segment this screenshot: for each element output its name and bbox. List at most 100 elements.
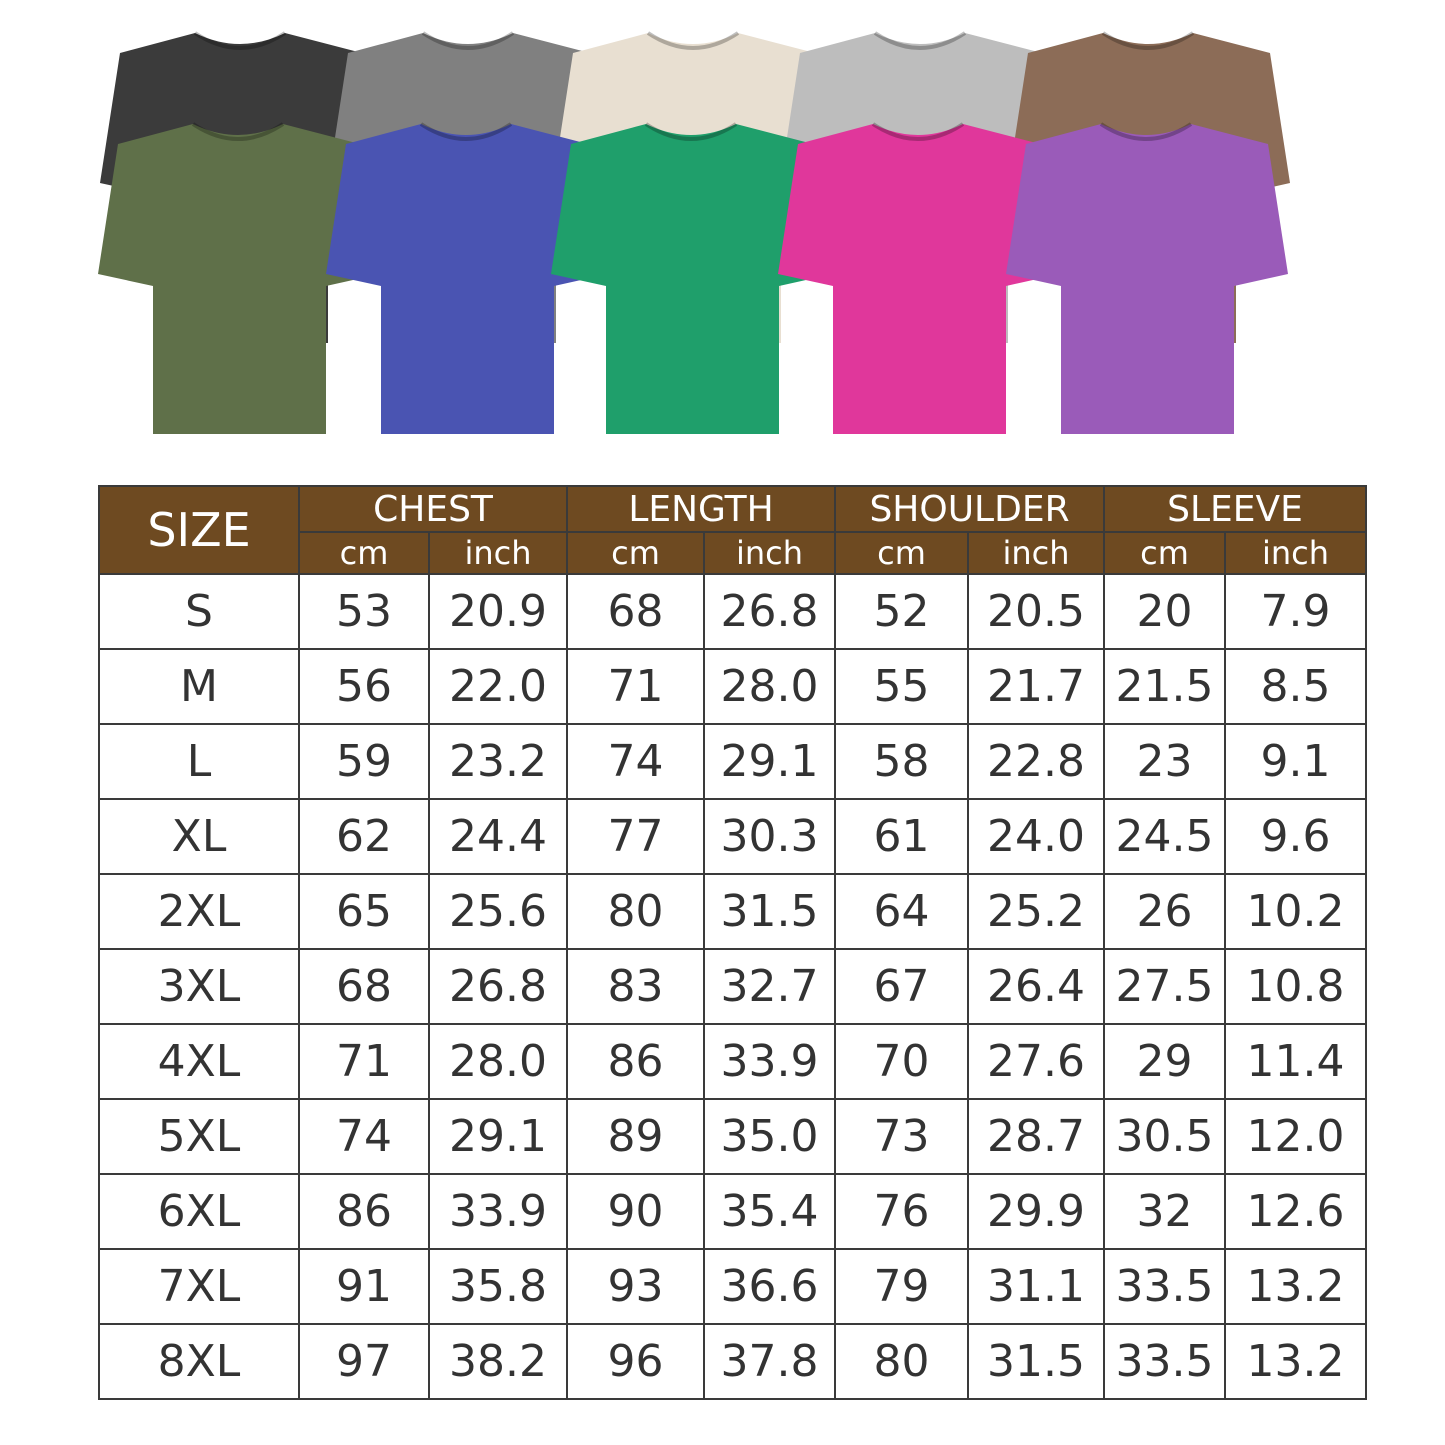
- size-cell: 4XL: [98, 1023, 300, 1100]
- measurement-cell: 33.9: [427, 1173, 569, 1250]
- measurement-cell: 28.7: [967, 1098, 1106, 1175]
- measurement-cell: 80: [834, 1323, 970, 1400]
- measurement-cell: 62: [298, 798, 430, 875]
- measurement-cell: 13.2: [1224, 1248, 1368, 1325]
- measurement-cell: 74: [298, 1098, 430, 1175]
- size-cell: L: [98, 723, 300, 800]
- measurement-cell: 9.6: [1224, 798, 1368, 875]
- measurement-cell: 35.4: [703, 1173, 837, 1250]
- measurement-cell: 58: [834, 723, 970, 800]
- measurement-cell: 8.5: [1224, 648, 1368, 725]
- measurement-cell: 30.5: [1103, 1098, 1227, 1175]
- measurement-cell: 21.7: [967, 648, 1106, 725]
- tshirt-front-row: [778, 122, 1060, 434]
- size-header: SIZE: [98, 485, 300, 575]
- measurement-cell: 11.4: [1224, 1023, 1368, 1100]
- measurement-cell: 32.7: [703, 948, 837, 1025]
- measurement-cell: 86: [566, 1023, 706, 1100]
- measurement-cell: 55: [834, 648, 970, 725]
- size-cell: 7XL: [98, 1248, 300, 1325]
- measurement-cell: 76: [834, 1173, 970, 1250]
- table-row: 8XL 97 38.2 96 37.8 80 31.5 33.5 13.2: [98, 1323, 1368, 1400]
- measurement-cell: 68: [298, 948, 430, 1025]
- table-row: 4XL 71 28.0 86 33.9 70 27.6 29 11.4: [98, 1023, 1368, 1100]
- unit-header-inch: inch: [967, 531, 1106, 575]
- unit-header-cm: cm: [1103, 531, 1226, 575]
- table-row: S 53 20.9 68 26.8 52 20.5 20 7.9: [98, 573, 1368, 650]
- measurement-cell: 52: [834, 573, 970, 650]
- measurement-cell: 59: [298, 723, 430, 800]
- measurement-cell: 12.0: [1224, 1098, 1368, 1175]
- measurement-cell: 56: [298, 648, 430, 725]
- measurement-cell: 33.5: [1103, 1248, 1227, 1325]
- measurement-cell: 24.4: [427, 798, 569, 875]
- measurement-cell: 23: [1103, 723, 1227, 800]
- measurement-cell: 10.8: [1224, 948, 1368, 1025]
- length-header: LENGTH: [566, 485, 837, 533]
- measurement-cell: 9.1: [1224, 723, 1368, 800]
- measurement-cell: 31.1: [967, 1248, 1106, 1325]
- measurement-cell: 31.5: [967, 1323, 1106, 1400]
- unit-header-inch: inch: [703, 531, 837, 575]
- tshirt-front-row: [98, 122, 380, 434]
- chest-header: CHEST: [297, 485, 569, 533]
- table-row: M 56 22.0 71 28.0 55 21.7 21.5 8.5: [98, 648, 1368, 725]
- measurement-cell: 65: [298, 873, 430, 950]
- measurement-cell: 37.8: [703, 1323, 837, 1400]
- measurement-cell: 23.2: [427, 723, 569, 800]
- size-cell: XL: [98, 798, 300, 875]
- size-cell: 6XL: [98, 1173, 300, 1250]
- measurement-cell: 74: [566, 723, 706, 800]
- measurement-cell: 29.9: [967, 1173, 1106, 1250]
- measurement-cell: 12.6: [1224, 1173, 1368, 1250]
- measurement-cell: 35.0: [703, 1098, 837, 1175]
- unit-header-cm: cm: [834, 531, 969, 575]
- measurement-cell: 26.4: [967, 948, 1106, 1025]
- table-row: 3XL 68 26.8 83 32.7 67 26.4 27.5 10.8: [98, 948, 1368, 1025]
- measurement-cell: 97: [298, 1323, 430, 1400]
- unit-header-cm: cm: [566, 531, 705, 575]
- measurement-cell: 13.2: [1224, 1323, 1368, 1400]
- measurement-cell: 89: [566, 1098, 706, 1175]
- measurement-cell: 20: [1103, 573, 1227, 650]
- measurement-cell: 73: [834, 1098, 970, 1175]
- measurement-cell: 26: [1103, 873, 1227, 950]
- measurement-cell: 25.2: [967, 873, 1106, 950]
- measurement-cell: 79: [834, 1248, 970, 1325]
- measurement-cell: 61: [834, 798, 970, 875]
- size-cell: S: [98, 573, 300, 650]
- measurement-cell: 30.3: [703, 798, 837, 875]
- measurement-cell: 21.5: [1103, 648, 1227, 725]
- table-row: 2XL 65 25.6 80 31.5 64 25.2 26 10.2: [98, 873, 1368, 950]
- measurement-cell: 38.2: [427, 1323, 569, 1400]
- measurement-cell: 27.6: [967, 1023, 1106, 1100]
- measurement-cell: 26.8: [703, 573, 837, 650]
- measurement-cell: 20.5: [967, 573, 1106, 650]
- measurement-cell: 53: [298, 573, 430, 650]
- measurement-cell: 26.8: [427, 948, 569, 1025]
- tshirt-front-row: [326, 122, 608, 434]
- tshirt-front-row: [551, 122, 833, 434]
- measurement-cell: 10.2: [1224, 873, 1368, 950]
- sleeve-header: SLEEVE: [1103, 485, 1368, 533]
- measurement-cell: 32: [1103, 1173, 1227, 1250]
- measurement-cell: 33.5: [1103, 1323, 1227, 1400]
- measurement-cell: 27.5: [1103, 948, 1227, 1025]
- measurement-cell: 64: [834, 873, 970, 950]
- measurement-cell: 22.0: [427, 648, 569, 725]
- measurement-cell: 24.5: [1103, 798, 1227, 875]
- table-row: 7XL 91 35.8 93 36.6 79 31.1 33.5 13.2: [98, 1248, 1368, 1325]
- measurement-cell: 20.9: [427, 573, 569, 650]
- measurement-cell: 93: [566, 1248, 706, 1325]
- size-cell: 8XL: [98, 1323, 300, 1400]
- measurement-cell: 22.8: [967, 723, 1106, 800]
- size-cell: 2XL: [98, 873, 300, 950]
- measurement-cell: 77: [566, 798, 706, 875]
- size-cell: M: [98, 648, 300, 725]
- measurement-cell: 25.6: [427, 873, 569, 950]
- measurement-cell: 35.8: [427, 1248, 569, 1325]
- measurement-cell: 67: [834, 948, 970, 1025]
- measurement-cell: 29.1: [427, 1098, 569, 1175]
- shoulder-header: SHOULDER: [834, 485, 1106, 533]
- measurement-cell: 28.0: [427, 1023, 569, 1100]
